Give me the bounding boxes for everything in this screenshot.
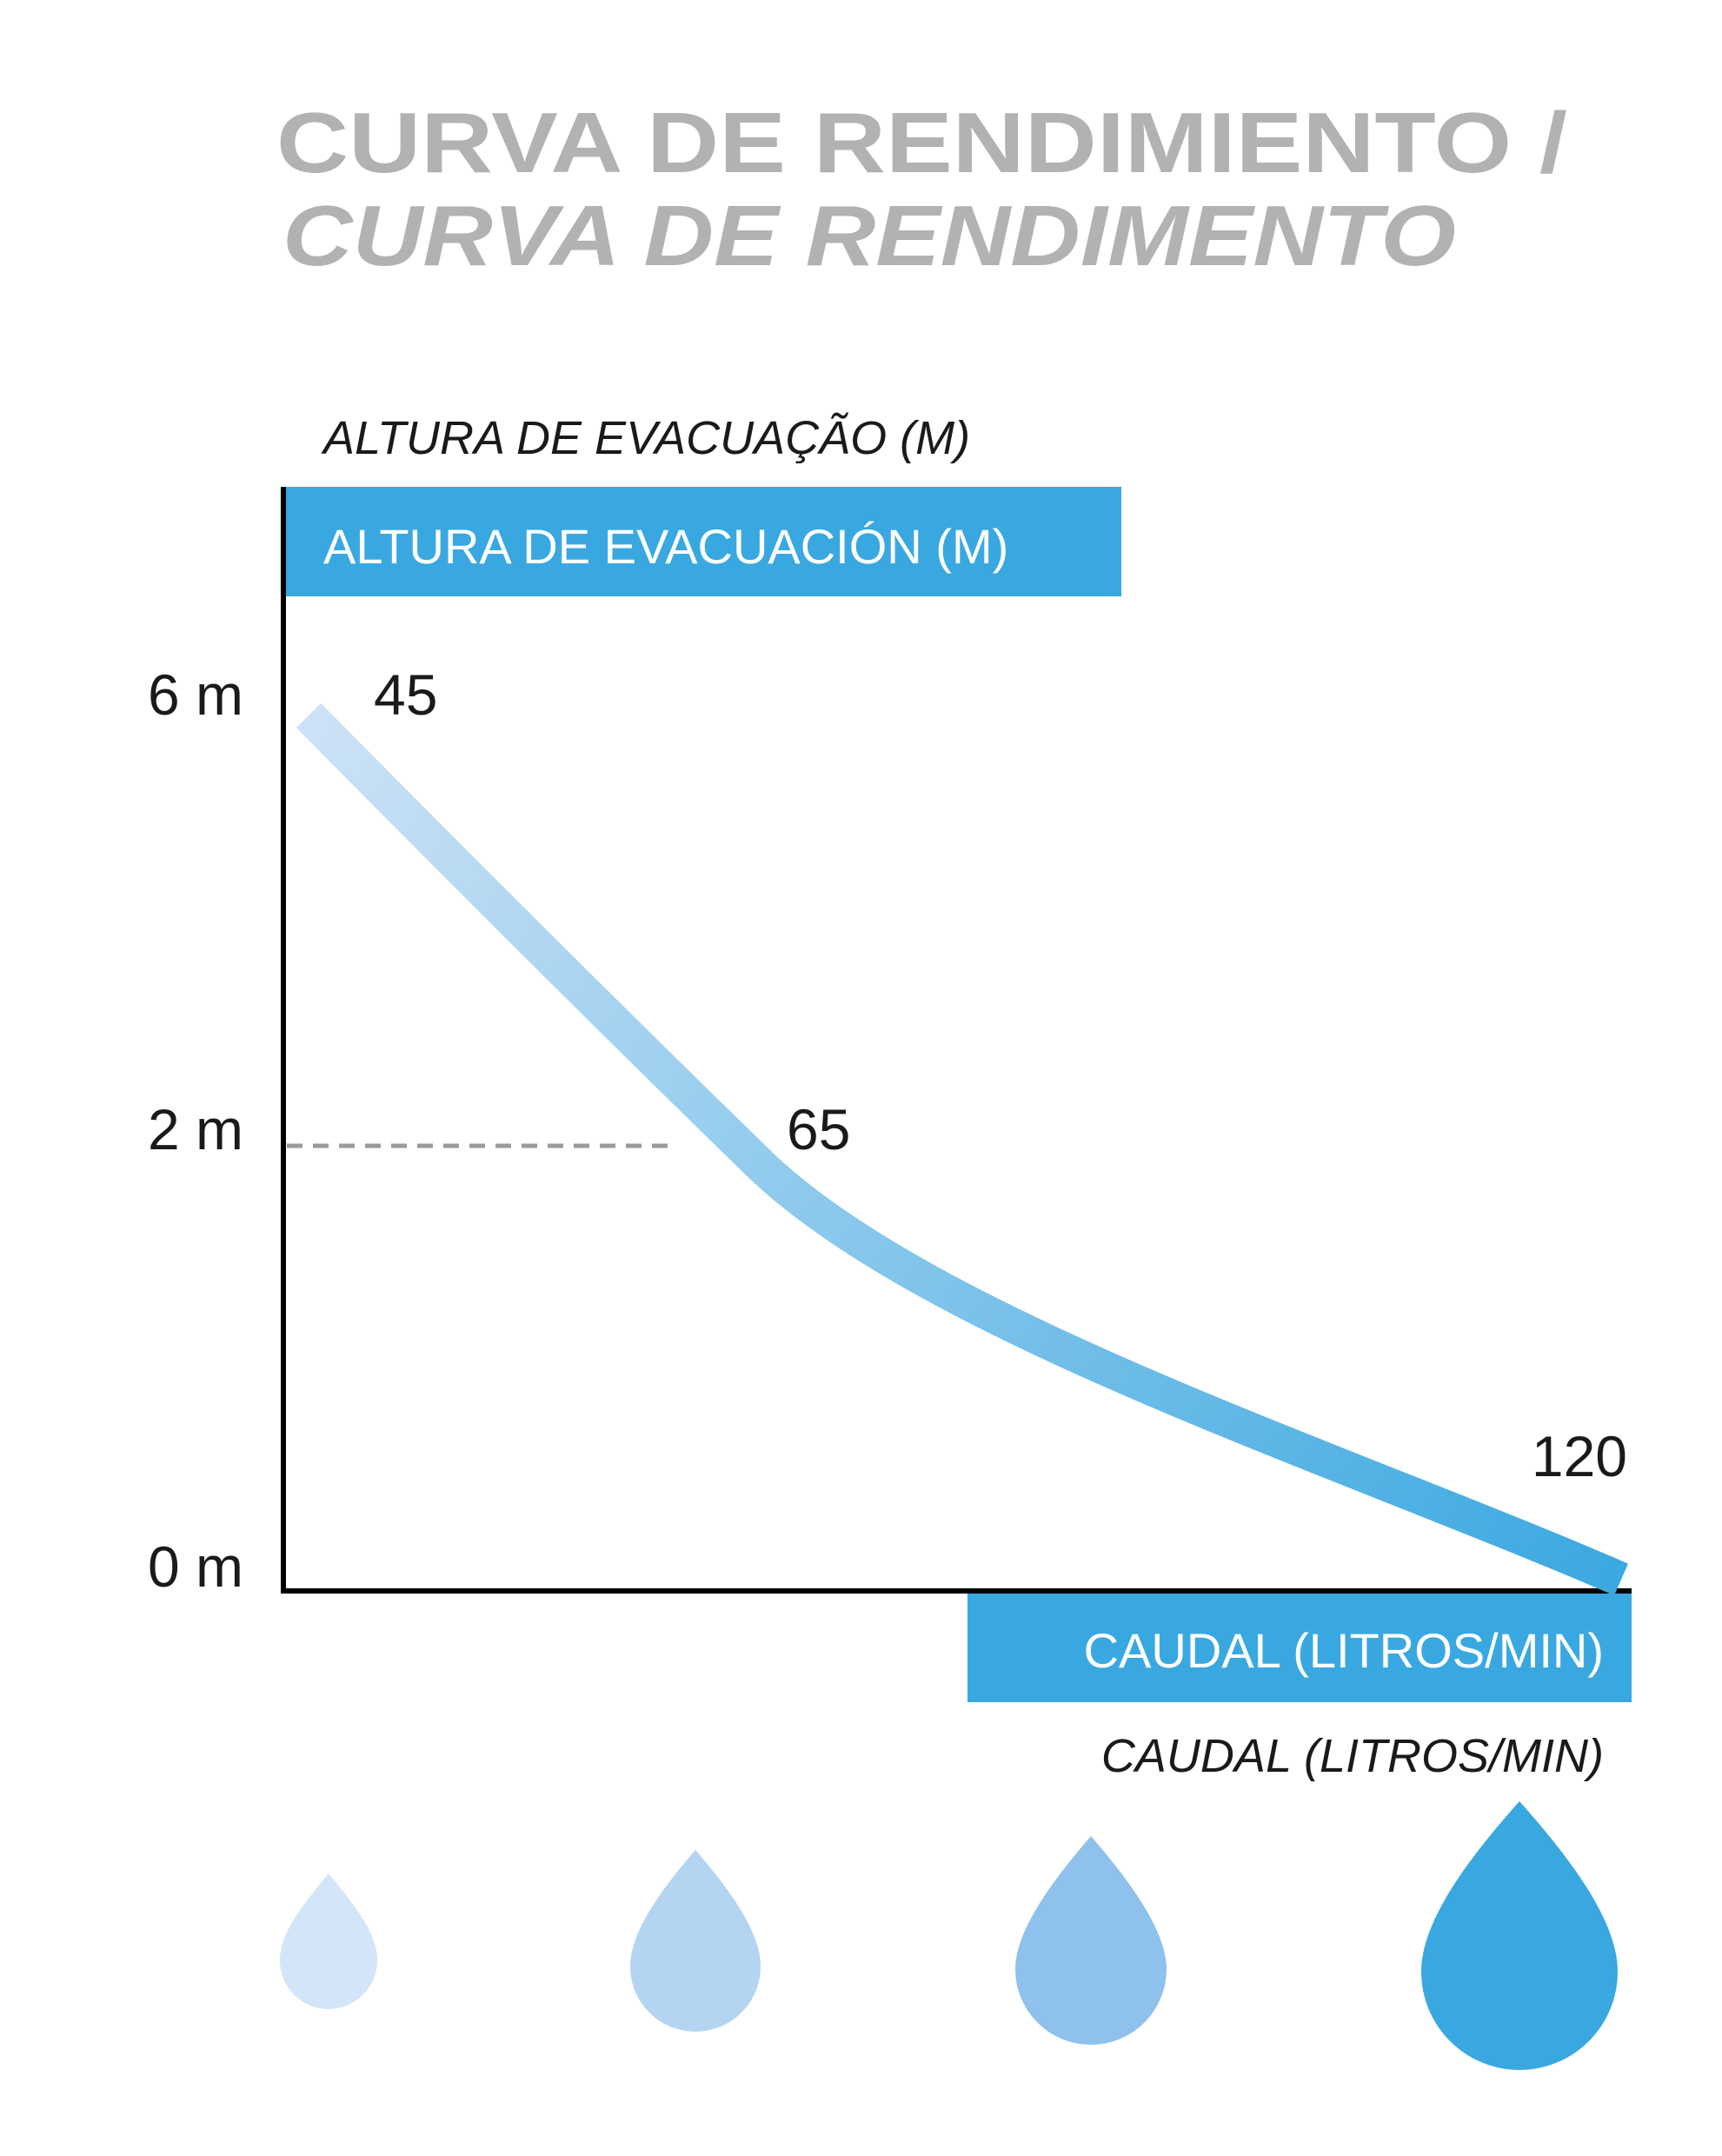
performance-curve	[296, 702, 1628, 1596]
chart-title-line-2: CURVA DE RENDIMENTO	[283, 188, 1456, 283]
drop-icon	[1015, 1836, 1167, 2045]
y-tick-6m: 6 m	[148, 662, 243, 727]
y-tick-2m: 2 m	[148, 1097, 243, 1161]
point-label-120: 120	[1532, 1424, 1627, 1488]
drop-icons	[280, 1801, 1618, 2070]
drop-icon	[1421, 1801, 1618, 2070]
y-axis-label-es: ALTURA DE EVACUACIÓN (M)	[323, 519, 1008, 574]
y-axis-label-pt: ALTURA DE EVACUAÇÃO (M)	[321, 412, 970, 464]
y-tick-0m: 0 m	[148, 1534, 243, 1599]
point-label-45: 45	[374, 662, 437, 727]
x-axis-label-box	[967, 1594, 1632, 1702]
chart-title-line-1: CURVA DE RENDIMIENTO /	[276, 95, 1567, 190]
x-axis-label-es: CAUDAL (LITROS/MIN)	[1084, 1623, 1604, 1678]
x-axis-label-pt: CAUDAL (LITROS/MIN)	[1101, 1730, 1604, 1782]
point-label-65: 65	[787, 1097, 850, 1161]
drop-icon	[280, 1873, 377, 2009]
y-axis-label-box	[283, 487, 1121, 596]
drop-icon	[630, 1850, 761, 2032]
